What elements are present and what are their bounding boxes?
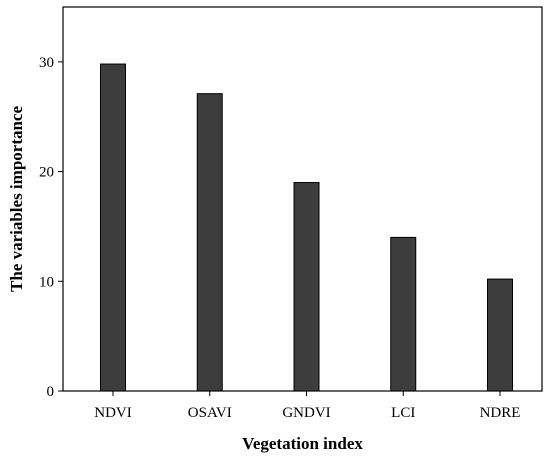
y-tick-label: 20 — [39, 165, 54, 181]
bar-lci — [390, 236, 417, 392]
y-tick-label: 0 — [47, 384, 55, 400]
bars-group — [100, 63, 513, 392]
x-tick-label: NDVI — [94, 405, 132, 421]
x-tick-label: NDRE — [480, 405, 521, 421]
plot-area: 0 10 20 30 NDVI OSAVI GNDVI LCI NDRE — [39, 6, 543, 421]
bar-gndvi — [293, 182, 320, 392]
x-axis-title: Vegetation index — [242, 434, 363, 453]
x-tick-label: LCI — [391, 405, 415, 421]
bar-osavi — [196, 93, 223, 392]
y-axis-title: The variables importance — [7, 106, 26, 292]
x-tick-label: GNDVI — [282, 405, 330, 421]
y-tick-label: 10 — [39, 274, 54, 290]
y-axis-ticks: 0 10 20 30 — [39, 55, 63, 400]
x-axis-ticks: NDVI OSAVI GNDVI LCI NDRE — [94, 391, 520, 421]
bar-ndvi — [100, 63, 126, 392]
x-tick-label: OSAVI — [188, 405, 232, 421]
y-tick-label: 30 — [39, 55, 54, 71]
bar-ndre — [487, 278, 513, 392]
